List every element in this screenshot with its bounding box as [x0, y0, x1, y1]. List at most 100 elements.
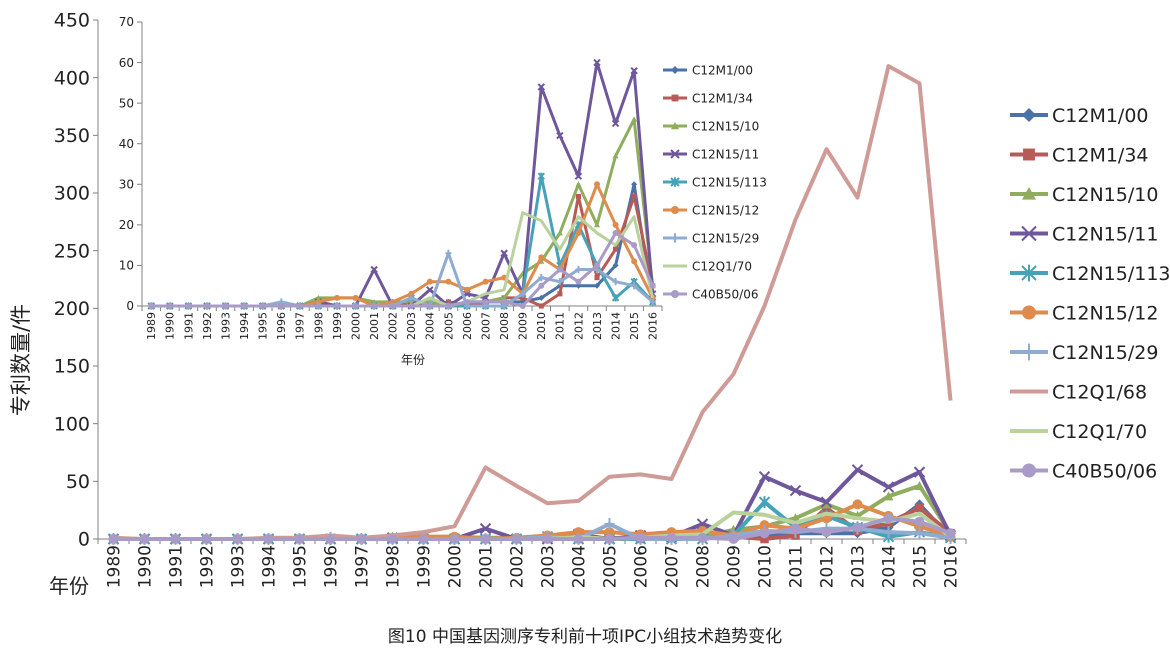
legend-marker — [671, 66, 679, 74]
legend-item-c12q1-68: C12Q1/68 — [1010, 381, 1147, 403]
data-point — [232, 534, 243, 544]
x-tick-label: 2004 — [424, 312, 437, 340]
legend-label: C12M1/00 — [692, 63, 753, 77]
data-point — [170, 534, 181, 544]
data-point — [790, 523, 801, 534]
legend-label: C12M1/00 — [1052, 105, 1149, 127]
x-tick-label: 1989 — [104, 545, 124, 588]
x-tick-label: 2000 — [445, 545, 465, 588]
data-point — [538, 303, 544, 309]
data-point — [883, 491, 894, 501]
data-point — [914, 480, 925, 490]
series-c40b50-06 — [108, 513, 956, 544]
x-tick-label: 1992 — [201, 312, 214, 340]
data-point — [241, 303, 248, 309]
x-tick-label: 2014 — [879, 545, 899, 588]
legend-marker — [1022, 187, 1036, 200]
data-point — [479, 522, 492, 535]
data-point — [315, 303, 322, 309]
data-point — [612, 278, 619, 286]
data-point — [790, 513, 801, 523]
data-point — [222, 303, 229, 309]
data-point — [166, 303, 173, 309]
data-point — [538, 274, 545, 282]
data-point — [821, 527, 832, 538]
data-point — [315, 294, 322, 301]
y-tick-label: 300 — [54, 183, 90, 205]
x-tick-label: 2012 — [572, 312, 585, 340]
data-point — [649, 282, 656, 289]
x-tick-label: 2003 — [538, 545, 558, 588]
x-tick-label: 2001 — [476, 545, 496, 588]
data-point — [449, 534, 460, 544]
legend-item-c12m1-00: C12M1/00 — [1010, 105, 1149, 127]
y-tick-label: 30 — [119, 177, 134, 191]
data-point — [482, 298, 489, 305]
legend-label: C12N15/10 — [692, 119, 759, 133]
x-tick-label: 1991 — [182, 312, 195, 340]
data-point — [573, 527, 584, 538]
legend-marker — [671, 94, 679, 102]
x-tick-label: 2001 — [368, 312, 381, 340]
x-tick-label: 2013 — [848, 545, 868, 588]
data-point — [594, 275, 600, 281]
data-point — [445, 249, 452, 257]
x-tick-label: 2006 — [461, 312, 474, 340]
data-point — [611, 119, 620, 128]
x-tick-label: 2002 — [387, 312, 400, 340]
x-axis-title: 年份 — [401, 353, 425, 367]
legend-label: C40B50/06 — [1052, 460, 1157, 482]
data-point — [882, 481, 895, 493]
data-point — [426, 278, 433, 285]
x-tick-label: 2009 — [517, 312, 530, 340]
data-point — [185, 303, 192, 309]
y-tick-label: 250 — [54, 240, 90, 262]
legend-label: C12N15/11 — [1052, 223, 1158, 245]
y-tick-label: 10 — [119, 259, 134, 273]
data-point — [520, 295, 526, 301]
legend-label: C12N15/29 — [1052, 342, 1158, 364]
data-point — [631, 282, 638, 290]
x-tick-label: 2000 — [349, 312, 362, 340]
legend-item-c12n15-113: C12N15/113 — [663, 175, 767, 189]
y-tick-label: 50 — [119, 96, 134, 110]
data-point — [851, 464, 864, 476]
series-line-c12m1-34 — [151, 195, 655, 308]
data-point — [408, 290, 415, 297]
data-point — [370, 265, 378, 274]
legend-label: C40B50/06 — [692, 287, 758, 301]
x-tick-label: 1999 — [414, 545, 434, 588]
data-point — [604, 534, 615, 544]
x-tick-label: 1989 — [145, 312, 158, 340]
x-tick-label: 1995 — [290, 545, 310, 588]
x-tick-label: 2015 — [628, 312, 641, 340]
legend-marker — [1023, 148, 1035, 161]
x-tick-label: 1994 — [259, 545, 279, 588]
data-point — [500, 249, 508, 257]
x-tick-label: 2013 — [591, 312, 604, 340]
data-point — [612, 229, 619, 236]
data-point — [426, 286, 434, 294]
data-point — [325, 534, 336, 544]
legend-label: C12N15/12 — [1052, 302, 1158, 324]
x-tick-label: 1996 — [275, 312, 288, 340]
data-point — [631, 242, 638, 249]
x-tick-label: 1997 — [352, 545, 372, 588]
data-point — [883, 513, 894, 524]
legend-item-c12m1-34: C12M1/34 — [663, 91, 753, 105]
x-tick-label: 2008 — [693, 545, 713, 588]
data-point — [501, 294, 508, 301]
data-point — [758, 471, 771, 483]
legend-marker — [1021, 225, 1037, 242]
data-point — [631, 193, 637, 200]
data-point — [556, 278, 563, 286]
data-point — [594, 262, 600, 269]
data-point — [728, 534, 739, 544]
data-point — [538, 282, 545, 289]
legend-item-c12n15-12: C12N15/12 — [663, 203, 759, 217]
data-point — [759, 528, 770, 539]
data-point — [593, 58, 601, 67]
legend-marker — [1022, 305, 1036, 320]
data-point — [575, 181, 582, 187]
legend-item-c12n15-113: C12N15/113 — [1010, 263, 1170, 285]
